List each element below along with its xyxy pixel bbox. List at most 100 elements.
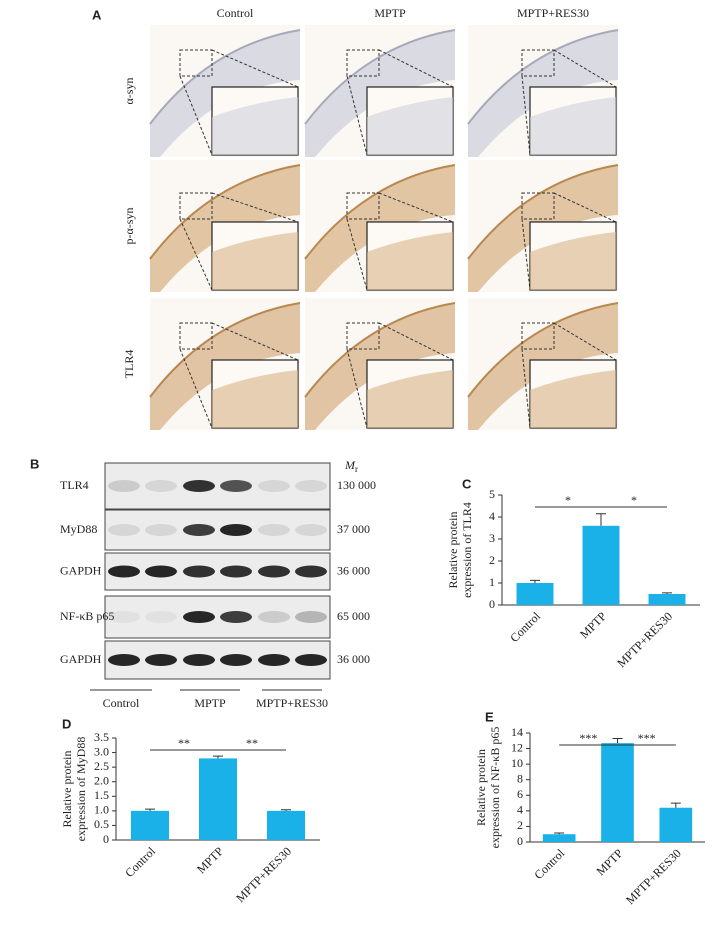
x-tick-label: MPTP+RES30 (623, 846, 684, 907)
y-tick-label: 14 (511, 725, 523, 739)
error-bar (612, 737, 623, 744)
blot-band (295, 611, 327, 623)
blot-band (183, 480, 215, 492)
blot-band (295, 565, 327, 578)
band-label: GAPDH (60, 652, 102, 666)
blot-band (183, 654, 215, 666)
significance-mark: *** (579, 731, 597, 745)
zoom-line (211, 49, 299, 88)
zoom-box (179, 192, 213, 220)
tissue-edge (304, 164, 456, 260)
column-header: MPTP+RES30 (517, 6, 589, 20)
bar (266, 810, 306, 840)
zoom-line (553, 322, 617, 361)
significance-mark: * (565, 493, 571, 507)
error-bar (662, 592, 672, 594)
y-tick-label: 3.5 (94, 730, 109, 744)
row-label: TLR4 (122, 350, 136, 379)
panel-label: E (485, 709, 494, 724)
blot-band (145, 654, 177, 666)
zoom-box (521, 322, 555, 350)
zoom-box (346, 192, 380, 220)
y-tick-label: 1.0 (94, 803, 109, 817)
significance-mark: * (631, 493, 637, 507)
zoom-box (521, 49, 555, 77)
blot-band (145, 565, 177, 578)
error-bar (596, 513, 606, 526)
tissue-edge (149, 302, 301, 398)
zoom-box (521, 192, 555, 220)
bar (130, 810, 170, 840)
zoom-line (346, 348, 368, 429)
y-axis-label: Relative protein (60, 751, 74, 828)
blot-band (258, 654, 290, 666)
significance-mark: ** (178, 736, 190, 750)
y-tick-label: 1.5 (94, 788, 109, 802)
bar (516, 583, 554, 605)
zoom-line (553, 192, 617, 223)
inset-tissue (530, 370, 616, 428)
significance-mark: ** (246, 736, 258, 750)
inset-tissue (530, 232, 616, 290)
x-tick-label: MPTP (593, 846, 625, 878)
blot-band (108, 654, 140, 666)
band-label: MyD88 (60, 522, 97, 536)
zoom-line (521, 75, 531, 156)
mr-subscript: r (355, 464, 358, 474)
y-axis-label: expression of NF-κB p65 (488, 727, 502, 849)
band-mr: 130 000 (337, 478, 376, 492)
blot-strip (104, 595, 331, 639)
blot-band (183, 524, 215, 536)
zoom-box (179, 49, 213, 77)
zoom-box (346, 322, 380, 350)
column-header: Control (217, 6, 254, 20)
zoom-line (179, 75, 213, 156)
tissue-edge (304, 302, 456, 398)
blot-band (108, 524, 140, 536)
blot-band (183, 611, 215, 623)
row-label: α-syn (122, 78, 136, 105)
tissue-edge (467, 164, 619, 260)
zoom-line (211, 322, 299, 361)
blot-band (258, 524, 290, 536)
bar (601, 743, 634, 842)
x-tick-label: MPTP (577, 609, 609, 641)
blot-band (183, 565, 215, 578)
blot-band (258, 480, 290, 492)
y-tick-label: 2.5 (94, 759, 109, 773)
blot-band (220, 480, 252, 492)
tissue-edge (304, 29, 456, 125)
zoom-line (553, 49, 617, 88)
blot-band (220, 654, 252, 666)
blot-band (220, 524, 252, 536)
error-bar (213, 755, 223, 759)
blot-band (145, 480, 177, 492)
blot-strip (104, 552, 331, 591)
error-bar (530, 579, 540, 583)
inset-tissue (212, 232, 298, 290)
y-tick-label: 4 (517, 803, 523, 817)
y-tick-label: 2 (517, 818, 523, 832)
y-tick-label: 3.0 (94, 744, 109, 758)
y-axis-label: Relative protein (446, 512, 460, 589)
blot-band (220, 565, 252, 578)
y-tick-label: 5 (489, 487, 495, 501)
y-axis-label: expression of MyD88 (74, 737, 88, 842)
significance-mark: *** (638, 731, 656, 745)
panel-label: A (92, 7, 102, 22)
y-tick-label: 2 (489, 553, 495, 567)
zoom-line (378, 49, 454, 88)
tissue-edge (467, 29, 619, 125)
blot-band (295, 480, 327, 492)
y-tick-label: 12 (511, 740, 523, 754)
blot-band (258, 565, 290, 578)
bar (582, 525, 620, 605)
zoom-line (179, 348, 213, 429)
blot-band (108, 480, 140, 492)
error-bar (554, 832, 565, 835)
y-tick-label: 10 (511, 756, 523, 770)
zoom-line (378, 192, 454, 223)
band-mr: 36 000 (337, 652, 370, 666)
y-tick-label: 1 (489, 575, 495, 589)
panel-label: B (30, 456, 39, 471)
